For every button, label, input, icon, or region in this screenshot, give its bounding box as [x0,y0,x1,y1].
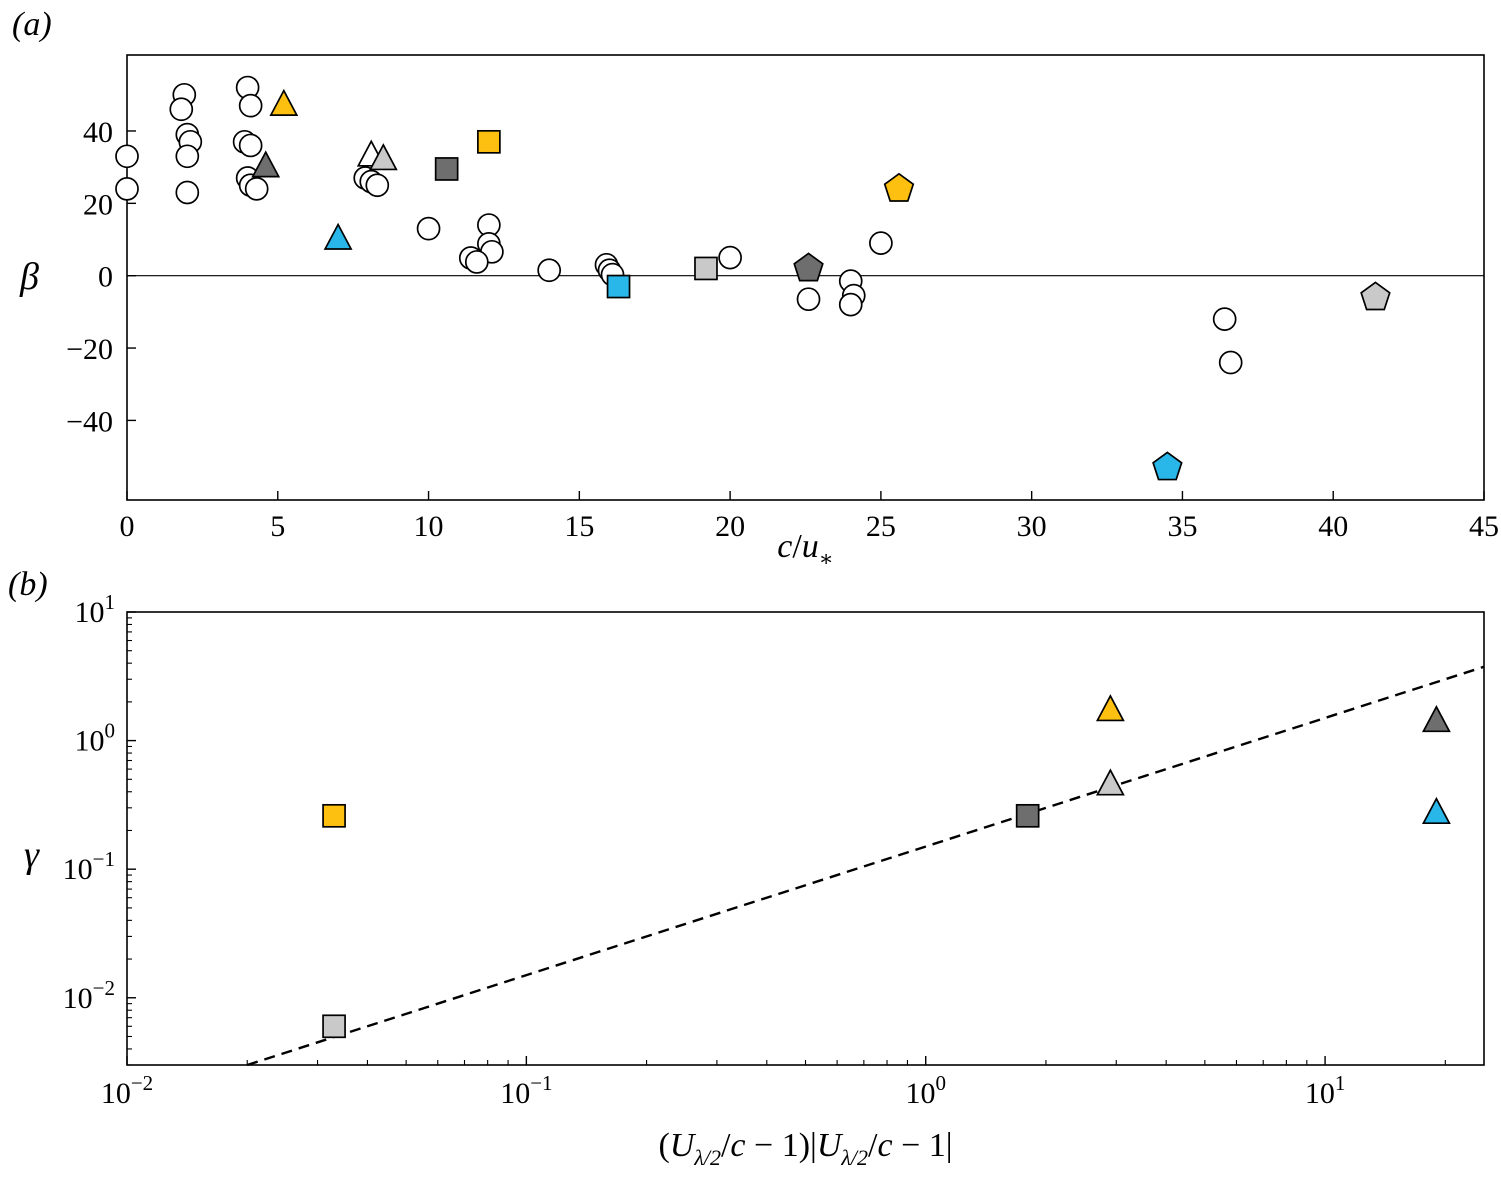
tick-label: −40 [66,405,113,438]
square-dark-gray-marker [1015,803,1040,828]
triangle-yellow-marker [1095,694,1125,722]
tick-label: 0 [120,510,135,543]
triangle-yellow-marker [269,88,299,117]
tick-label: 0 [98,261,113,294]
tick-label: 10−1 [500,1071,552,1110]
tick-label: 101 [75,590,116,629]
pentagon-dark-gray-marker [793,252,824,282]
square-light-gray-marker [322,1014,346,1039]
panel-a-label: (a) [12,6,52,43]
tick-label: 10−2 [63,976,115,1015]
tick-label: 101 [1305,1071,1346,1110]
panel-b-label: (b) [8,566,48,603]
chart-a-scatter-beta-vs-c-over-ustar: 0 5 10 15 20 25 30 35 40 45 −40 −20 0 20 40 c/u∗ β [19,54,1499,571]
triangle-dark-gray-marker [251,150,281,178]
square-light-gray-marker [694,256,718,281]
tick-label: 40 [83,116,113,149]
open-circles-marker [464,250,489,274]
open-circles-marker [718,245,742,270]
x-axis-label: c/u∗ [777,528,834,571]
open-circles-marker [838,292,863,317]
triangle-cyan-marker [323,222,353,250]
tick-label: 30 [1017,510,1047,543]
tick-label: 100 [75,719,116,758]
square-yellow-marker [477,129,501,154]
tick-label: 40 [1318,510,1348,543]
x-axis-label: (Uλ/2/c − 1)|Uλ/2/c − 1| [658,1127,952,1170]
triangle-light-gray-marker [368,143,398,171]
open-circles-marker [175,180,200,205]
open-circles-marker [115,144,139,169]
pentagon-cyan-marker [1152,451,1183,481]
tick-label: 20 [83,188,113,221]
tick-label: 10−1 [63,847,115,886]
open-circles-marker [238,93,263,118]
tick-label: 15 [564,510,594,543]
y-axis-label: β [19,256,39,298]
pentagon-light-gray-marker [1360,281,1391,311]
tick-label: 25 [866,510,896,543]
square-cyan-marker [606,274,631,299]
tick-label: 35 [1167,510,1197,543]
tick-label: −20 [66,333,113,366]
tick-label: 5 [270,510,285,543]
open-circles-marker [416,216,441,241]
open-circles-marker [537,258,562,283]
chart-b-scatter-gamma-log-log: 10−2 10−1 100 101 10−2 10−1 100 101 (Uλ/2/c − 1)… [24,590,1485,1170]
triangle-dark-gray-marker [1421,704,1451,733]
square-yellow-marker [322,803,346,828]
tick-label: 45 [1469,510,1499,543]
square-dark-gray-marker [434,157,459,181]
plot-frame [126,611,1485,1066]
dashed-fit-line [246,665,1485,1067]
tick-label: 10−2 [101,1071,153,1110]
triangle-light-gray-marker [1095,768,1125,796]
y-axis-label: γ [24,834,40,876]
pentagon-yellow-marker [883,172,915,202]
open-circles-marker [869,231,893,255]
open-circles-marker [238,133,263,158]
open-circles-marker [1212,307,1237,331]
open-circles-marker [1218,350,1243,375]
tick-label: 10 [414,510,444,543]
triangle-cyan-marker [1421,796,1451,825]
open-circles-marker [796,287,821,312]
open-circles-marker [169,97,194,122]
open-circles-marker [175,144,200,169]
open-circles-marker [244,177,269,201]
tick-label: 100 [905,1071,946,1110]
tick-label: 20 [715,510,745,543]
plot-frame [126,54,1485,501]
open-circles-marker [365,173,390,198]
open-circles-marker [115,177,139,201]
